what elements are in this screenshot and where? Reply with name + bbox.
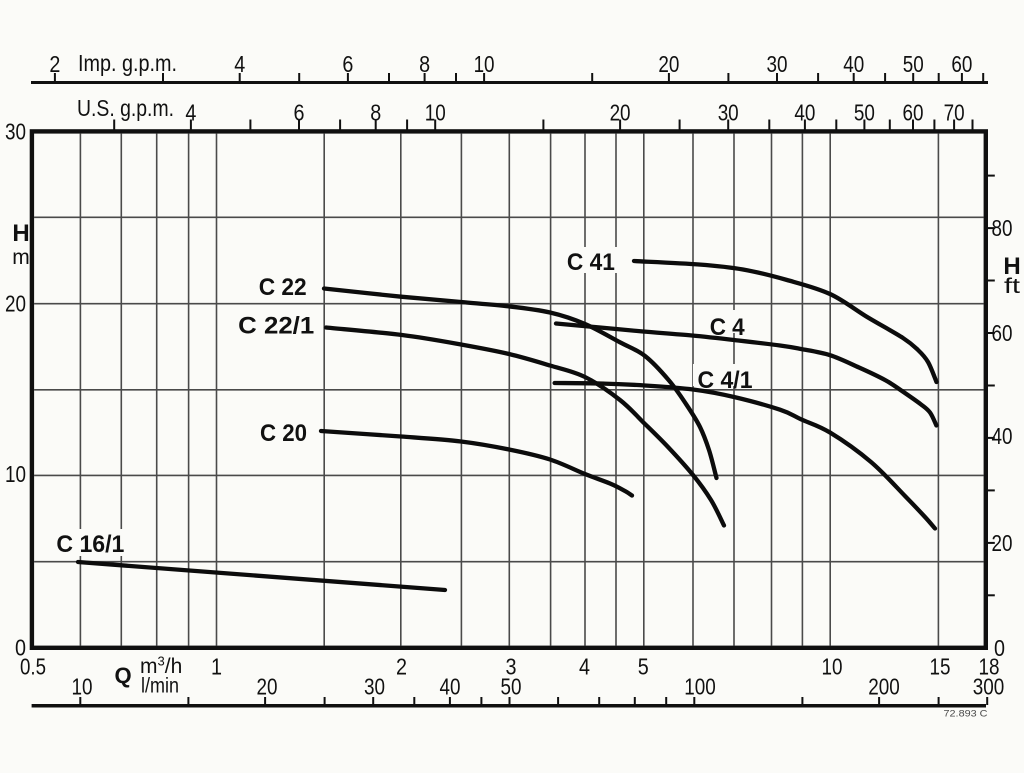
svg-text:6: 6 bbox=[294, 100, 305, 126]
svg-text:20: 20 bbox=[5, 291, 26, 317]
svg-text:20: 20 bbox=[610, 100, 631, 126]
svg-text:6: 6 bbox=[342, 51, 353, 77]
svg-text:C 22/1: C 22/1 bbox=[238, 313, 314, 340]
svg-text:8: 8 bbox=[419, 51, 430, 77]
svg-text:3: 3 bbox=[506, 654, 517, 680]
svg-text:8: 8 bbox=[370, 100, 381, 126]
svg-text:200: 200 bbox=[868, 674, 900, 700]
svg-text:60: 60 bbox=[903, 100, 924, 126]
svg-text:4: 4 bbox=[234, 51, 245, 77]
svg-text:U.S. g.p.m.: U.S. g.p.m. bbox=[77, 95, 174, 121]
svg-text:Q: Q bbox=[114, 663, 131, 688]
svg-text:2: 2 bbox=[49, 51, 60, 77]
svg-text:0: 0 bbox=[994, 635, 1005, 661]
svg-text:0: 0 bbox=[15, 635, 26, 661]
svg-text:40: 40 bbox=[440, 674, 461, 700]
svg-text:m3/h: m3/h bbox=[140, 654, 182, 679]
svg-text:30: 30 bbox=[767, 51, 788, 77]
svg-text:m: m bbox=[12, 246, 30, 269]
svg-text:300: 300 bbox=[973, 674, 1005, 700]
svg-text:C 41: C 41 bbox=[567, 249, 615, 276]
svg-text:10: 10 bbox=[425, 100, 446, 126]
svg-text:40: 40 bbox=[992, 423, 1013, 449]
svg-text:50: 50 bbox=[501, 674, 522, 700]
svg-text:C 16/1: C 16/1 bbox=[56, 531, 124, 558]
svg-text:H: H bbox=[12, 220, 29, 247]
svg-text:4: 4 bbox=[185, 100, 196, 126]
svg-text:10: 10 bbox=[5, 461, 26, 487]
svg-text:40: 40 bbox=[794, 100, 815, 126]
svg-text:60: 60 bbox=[951, 51, 972, 77]
svg-text:0.5: 0.5 bbox=[20, 654, 46, 680]
svg-text:60: 60 bbox=[992, 320, 1013, 346]
svg-text:20: 20 bbox=[257, 674, 278, 700]
svg-text:C 4/1: C 4/1 bbox=[698, 367, 753, 394]
svg-text:30: 30 bbox=[5, 119, 26, 145]
svg-text:50: 50 bbox=[854, 100, 875, 126]
svg-text:72.893 C: 72.893 C bbox=[944, 709, 989, 719]
svg-text:C 20: C 20 bbox=[260, 420, 307, 447]
svg-text:15: 15 bbox=[930, 654, 951, 680]
svg-text:10: 10 bbox=[474, 51, 495, 77]
svg-text:ft: ft bbox=[1004, 275, 1020, 298]
svg-text:C 22: C 22 bbox=[259, 274, 307, 301]
svg-text:40: 40 bbox=[843, 51, 864, 77]
svg-text:50: 50 bbox=[903, 51, 924, 77]
svg-text:70: 70 bbox=[944, 100, 965, 126]
svg-text:18: 18 bbox=[979, 654, 1000, 680]
svg-text:Imp. g.p.m.: Imp. g.p.m. bbox=[78, 50, 177, 76]
svg-text:10: 10 bbox=[72, 674, 93, 700]
svg-text:1: 1 bbox=[211, 654, 222, 680]
svg-text:10: 10 bbox=[822, 654, 843, 680]
svg-text:20: 20 bbox=[992, 530, 1013, 556]
svg-text:80: 80 bbox=[992, 215, 1013, 241]
svg-text:5: 5 bbox=[638, 654, 649, 680]
svg-text:H: H bbox=[1003, 253, 1020, 280]
svg-text:2: 2 bbox=[396, 654, 407, 680]
svg-text:20: 20 bbox=[658, 51, 679, 77]
svg-text:30: 30 bbox=[364, 674, 385, 700]
svg-text:100: 100 bbox=[684, 674, 716, 700]
svg-text:4: 4 bbox=[579, 654, 590, 680]
svg-text:l/min: l/min bbox=[141, 675, 179, 698]
svg-text:C 4: C 4 bbox=[710, 314, 746, 341]
svg-text:30: 30 bbox=[718, 100, 739, 126]
